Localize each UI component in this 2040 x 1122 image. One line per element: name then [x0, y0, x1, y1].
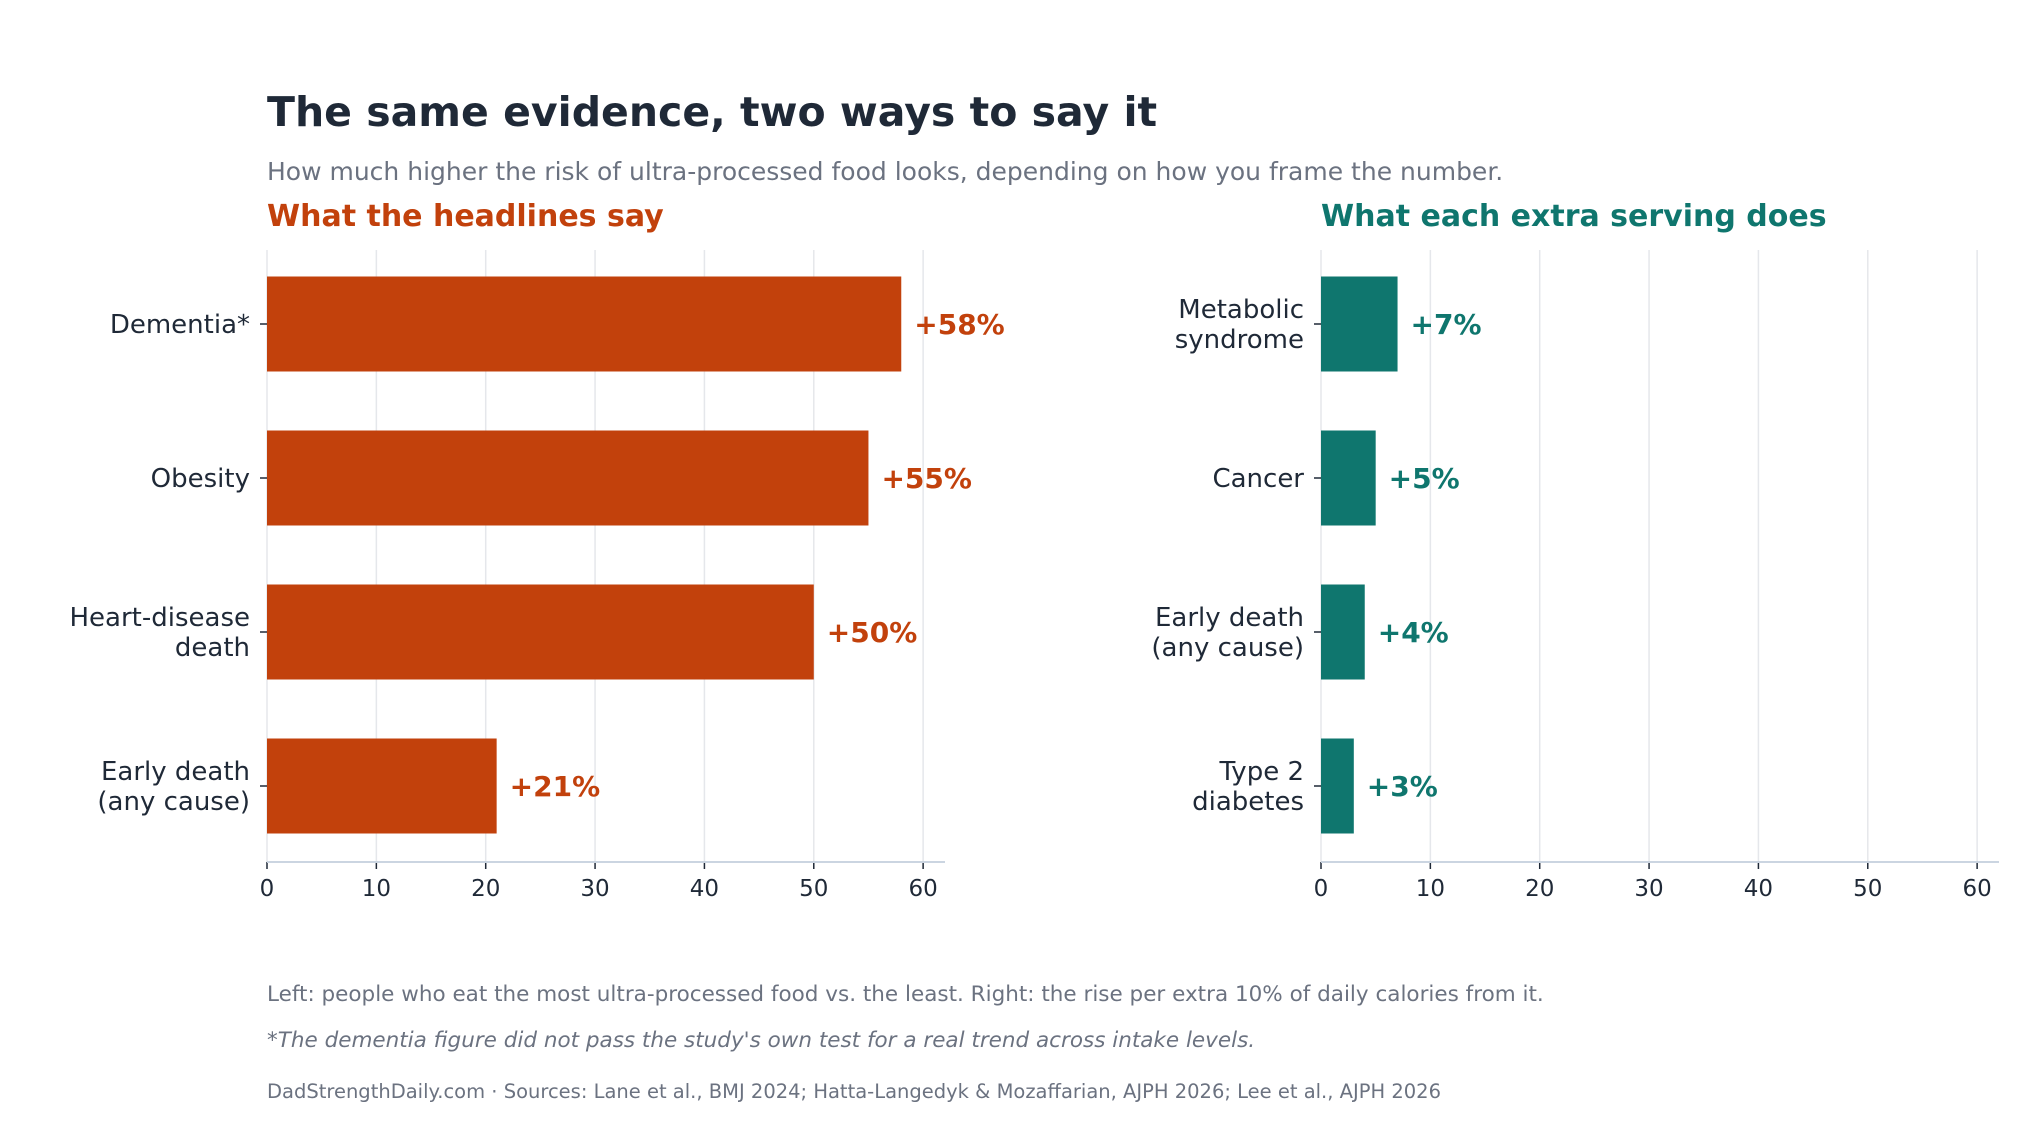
- left-x-tick-label: 20: [471, 876, 500, 902]
- left-category-label: Dementia*: [110, 310, 250, 340]
- left-category-label-line: Obesity: [151, 464, 250, 494]
- right-bar: [1321, 276, 1398, 372]
- right-category-label-line: (any cause): [1151, 633, 1304, 663]
- right-category-label-line: diabetes: [1192, 787, 1304, 817]
- right-bar-value-label: +7%: [1411, 308, 1482, 341]
- right-panel-title: What each extra serving does: [1321, 199, 1827, 234]
- right-category-label-line: Metabolic: [1178, 295, 1304, 325]
- right-category-label: Type 2 diabetes: [1192, 757, 1304, 817]
- right-bar: [1321, 584, 1365, 680]
- footnote-dementia: *The dementia figure did not pass the st…: [267, 1028, 1256, 1053]
- left-bar-value-label: +50%: [827, 616, 917, 649]
- right-x-tick-label: 30: [1634, 876, 1663, 902]
- left-bar: [267, 430, 869, 526]
- right-category-label-line: Cancer: [1212, 464, 1304, 494]
- footnote-explanation: Left: people who eat the most ultra-proc…: [267, 982, 1544, 1007]
- right-bar-value-label: +3%: [1367, 770, 1438, 803]
- left-bar: [267, 738, 497, 834]
- left-bar: [267, 584, 814, 680]
- chart-title: The same evidence, two ways to say it: [267, 88, 1158, 136]
- left-category-label: Early death (any cause): [97, 757, 250, 817]
- right-x-tick-label: 10: [1416, 876, 1445, 902]
- right-bar: [1321, 430, 1376, 526]
- left-bar-value-label: +21%: [510, 770, 600, 803]
- left-x-tick-label: 60: [908, 876, 937, 902]
- right-category-label-line: syndrome: [1175, 325, 1304, 355]
- right-category-label-line: Type 2: [1218, 757, 1304, 787]
- left-category-label: Obesity: [151, 464, 250, 494]
- right-x-tick-label: 0: [1314, 876, 1329, 902]
- right-category-label: Cancer: [1212, 464, 1304, 494]
- left-panel-title: What the headlines say: [267, 199, 664, 234]
- right-category-label-line: Early death: [1155, 603, 1304, 633]
- left-x-tick-label: 0: [260, 876, 275, 902]
- left-bar-value-label: +55%: [881, 462, 971, 495]
- left-category-label-line: Early death: [101, 757, 250, 787]
- right-x-tick-label: 50: [1853, 876, 1882, 902]
- right-category-label: Metabolic syndrome: [1175, 295, 1304, 355]
- left-x-tick-label: 30: [580, 876, 609, 902]
- left-x-tick-label: 50: [799, 876, 828, 902]
- left-category-label: Heart-disease death: [70, 603, 251, 663]
- right-category-label: Early death (any cause): [1151, 603, 1304, 663]
- right-bar: [1321, 738, 1354, 834]
- chart-subtitle: How much higher the risk of ultra-proces…: [267, 157, 1504, 186]
- left-bar-value-label: +58%: [914, 308, 1004, 341]
- footnote-sources: DadStrengthDaily.com · Sources: Lane et …: [267, 1080, 1441, 1103]
- left-category-label-line: death: [175, 633, 250, 663]
- right-x-tick-label: 60: [1962, 876, 1991, 902]
- left-x-tick-label: 10: [362, 876, 391, 902]
- right-bar-value-label: +4%: [1378, 616, 1449, 649]
- left-x-tick-label: 40: [690, 876, 719, 902]
- left-category-label-line: Heart-disease: [70, 603, 251, 633]
- right-bar-value-label: +5%: [1389, 462, 1460, 495]
- left-bar: [267, 276, 902, 372]
- right-x-tick-label: 20: [1525, 876, 1554, 902]
- right-x-tick-label: 40: [1744, 876, 1773, 902]
- left-category-label-line: (any cause): [97, 787, 250, 817]
- left-category-label-line: Dementia*: [110, 310, 250, 340]
